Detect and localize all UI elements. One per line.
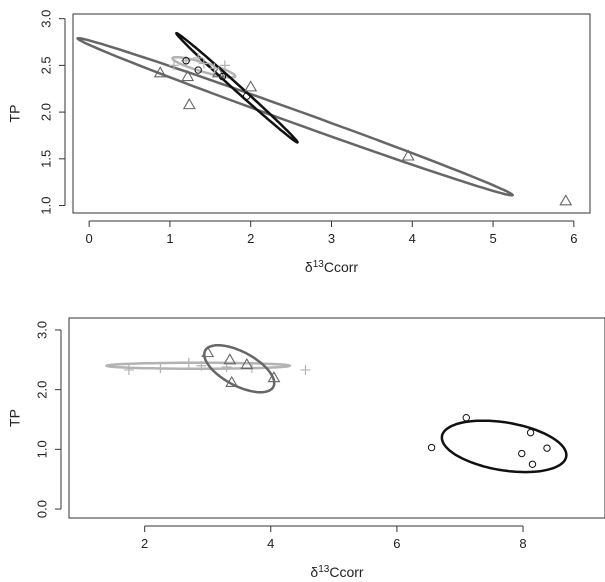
- top-x-tick-label: 3: [328, 231, 335, 246]
- top-ellipse-black: [175, 31, 299, 144]
- bottom-x-tick-label: 2: [141, 536, 148, 551]
- bottom-y-tick-label: 1.0: [34, 440, 49, 458]
- bottom-circle-point: [528, 460, 537, 468]
- top-triangle-point: [559, 194, 573, 206]
- top-circle-point: [242, 92, 251, 100]
- bottom-plus-point: [123, 364, 134, 375]
- top-triangle-point: [211, 66, 225, 78]
- bottom-x-axis-label: δ13Ccorr: [310, 564, 363, 581]
- top-circle-point: [182, 57, 190, 65]
- top-circle-point: [218, 72, 227, 81]
- bottom-y-axis-label: TP: [7, 409, 23, 427]
- bottom-y-tick-label: 0.0: [34, 500, 49, 518]
- top-y-tick-label: 2.5: [38, 56, 53, 74]
- bottom-triangle-point: [201, 346, 215, 358]
- bottom-triangle-point: [267, 371, 281, 383]
- bottom-circle-point: [518, 449, 526, 458]
- bottom-triangle-point: [240, 357, 254, 370]
- top-plus-point: [219, 60, 230, 71]
- bottom-y-tick-label: 3.0: [34, 321, 49, 339]
- top-circle-point: [194, 66, 202, 74]
- top-triangle-point: [182, 98, 196, 110]
- top-triangle-point: [244, 80, 258, 92]
- top-x-tick-label: 2: [247, 231, 254, 246]
- bottom-plus-point: [300, 364, 311, 375]
- top-triangle-point: [153, 66, 167, 78]
- top-x-tick-label: 5: [489, 231, 496, 246]
- top-x-axis-label-rest: Ccorr: [324, 259, 359, 275]
- top-panel: δ13Ccorr TP 0 1 2 3 4 5 6 1.0 1.5 2.0 2.5 3.0: [7, 10, 591, 276]
- bottom-circle-point: [427, 443, 436, 452]
- top-y-tick-label: 3.0: [38, 10, 53, 28]
- bottom-x-axis-label-base: δ: [310, 564, 318, 580]
- top-triangle-point: [181, 69, 195, 82]
- bottom-plot-frame: [68, 317, 605, 519]
- bottom-plus-point: [155, 363, 166, 374]
- top-x-axis-label: δ13Ccorr: [305, 259, 358, 276]
- bottom-ellipse-black: [440, 419, 568, 474]
- top-y-axis-label: TP: [7, 105, 23, 123]
- bottom-triangle-point: [225, 375, 239, 388]
- bottom-plot-area: [104, 344, 568, 474]
- bottom-circle-point: [526, 428, 535, 437]
- top-plus-point: [209, 63, 220, 74]
- bottom-y-tick-label: 2.0: [34, 381, 49, 399]
- top-x-axis-label-base: δ: [305, 259, 313, 275]
- top-plus-point: [168, 60, 179, 71]
- bottom-plus-point: [183, 357, 194, 368]
- top-plot-area: [76, 31, 573, 206]
- bottom-circle-point: [462, 414, 470, 422]
- top-x-tick-label: 0: [86, 231, 93, 246]
- bottom-panel: δ13Ccorr TP 2 4 6 8 0.0 1.0 2.0 3.0: [7, 317, 605, 581]
- bottom-x-axis-label-rest: Ccorr: [329, 564, 364, 580]
- top-x-tick-label: 1: [166, 231, 173, 246]
- bottom-x-tick-label: 6: [393, 536, 400, 551]
- top-y-tick-label: 2.0: [38, 103, 53, 121]
- top-plus-point: [193, 52, 204, 63]
- top-x-axis-label-sup: 13: [313, 259, 325, 270]
- bottom-x-axis-label-sup: 13: [318, 564, 330, 575]
- bottom-circle-point: [543, 444, 551, 452]
- top-plus-point: [198, 58, 209, 69]
- top-plot-frame: [72, 13, 591, 214]
- top-triangle-point: [401, 149, 415, 161]
- top-x-tick-label: 6: [570, 231, 577, 246]
- bottom-triangle-point: [223, 353, 237, 365]
- top-x-tick-label: 4: [409, 231, 416, 246]
- bottom-x-tick-label: 8: [519, 536, 526, 551]
- top-ellipse-dark-gray: [76, 36, 515, 197]
- bottom-plus-point: [196, 360, 207, 371]
- top-y-tick-label: 1.0: [38, 196, 53, 214]
- top-y-tick-label: 1.5: [38, 150, 53, 168]
- bottom-x-tick-label: 4: [267, 536, 274, 551]
